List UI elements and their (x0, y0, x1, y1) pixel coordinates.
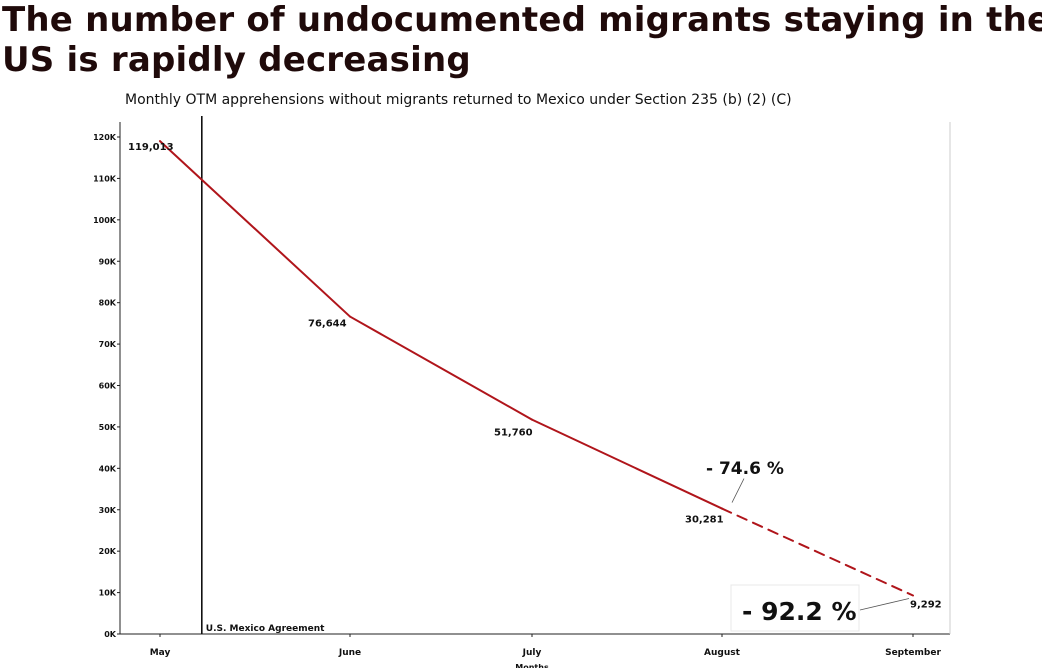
annotation-box-september (730, 584, 860, 632)
reference-line-label: U.S. Mexico Agreement (206, 624, 325, 634)
series-segment-dashed (721, 507, 914, 597)
data-label: 30,281 (685, 515, 724, 526)
reference-line-group: U.S. Mexico Agreement (201, 116, 325, 634)
y-tick-label: 20K (99, 547, 117, 556)
annotation-leader-august (731, 478, 745, 503)
x-tick-label: July (522, 648, 542, 658)
y-tick-label: 50K (99, 423, 117, 432)
x-tick-label: September (885, 648, 941, 658)
chart-axes: 0K 10K 20K 30K 40K 50K 60K 70K 80K 90K 100K 110K 120… (93, 122, 951, 668)
y-tick-label: 40K (99, 464, 117, 473)
headline: The number of undocumented migrants stay… (2, 0, 1042, 80)
headline-line-1: The number of undocumented migrants stay… (2, 0, 1042, 40)
y-tick-label: 70K (99, 340, 117, 349)
series-segment (159, 140, 351, 318)
x-tick-label: June (338, 648, 361, 658)
series-segment (531, 418, 723, 510)
y-tick-label: 0K (104, 630, 117, 639)
data-point (349, 316, 351, 318)
series-segment (349, 315, 533, 421)
y-tick-label: 90K (99, 257, 117, 266)
annotation-leader-september (859, 598, 910, 611)
data-point (531, 419, 533, 421)
data-point (912, 595, 914, 597)
series-group (159, 140, 914, 597)
y-tick-label: 10K (99, 589, 117, 598)
y-tick-label: 100K (93, 216, 117, 225)
data-point (721, 508, 723, 510)
annotation-decline-august: - 74.6 % (706, 459, 784, 479)
y-tick-label: 110K (93, 174, 117, 183)
y-tick-label: 60K (99, 382, 117, 391)
data-label: 119,013 (128, 142, 174, 153)
x-tick-label: August (704, 648, 741, 658)
annotations-group: - 74.6 % - 92.2 % (706, 459, 910, 632)
data-label: 51,760 (494, 428, 533, 439)
y-tick-label: 80K (99, 299, 117, 308)
headline-line-2: US is rapidly decreasing (2, 40, 471, 80)
data-point (159, 140, 161, 142)
data-label: 76,644 (308, 319, 347, 330)
x-axis-title: Months (515, 663, 549, 668)
y-tick-label: 30K (99, 506, 117, 515)
y-tick-label: 120K (93, 133, 117, 142)
annotation-decline-september: - 92.2 % (742, 597, 857, 626)
data-label: 9,292 (910, 600, 942, 611)
x-tick-label: May (150, 648, 171, 658)
chart-title: Monthly OTM apprehensions without migran… (125, 92, 792, 108)
data-labels-group: 119,013 76,644 51,760 30,281 9,292 (128, 142, 942, 610)
